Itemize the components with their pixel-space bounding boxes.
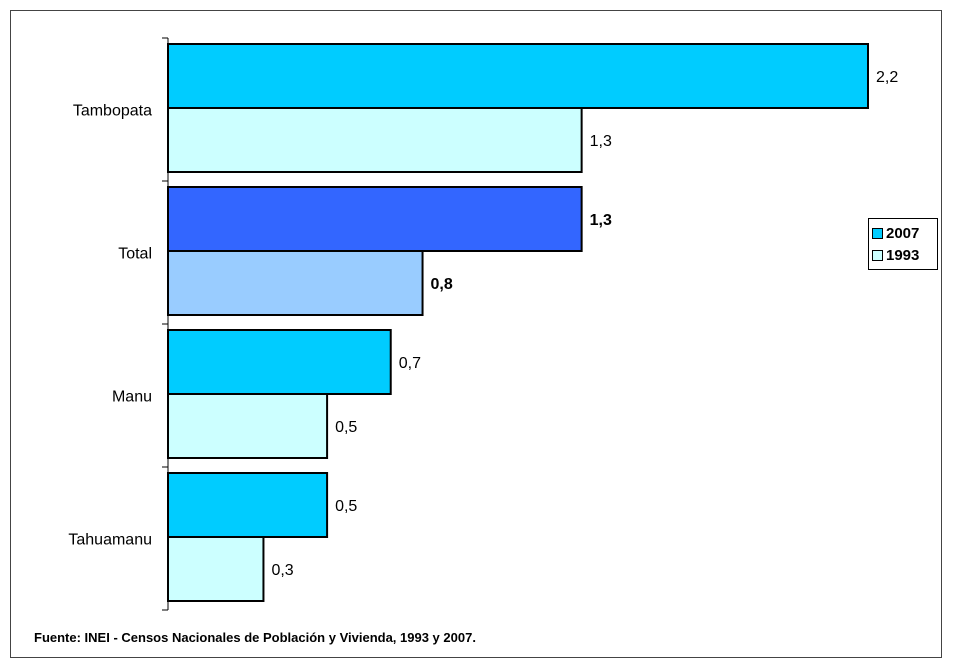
- category-label: Tambopata: [73, 103, 152, 120]
- data-label: 0,3: [271, 562, 293, 579]
- bar-2007: [167, 472, 329, 538]
- source-note: Fuente: INEI - Censos Nacionales de Pobl…: [34, 630, 476, 645]
- bar-2007: [167, 43, 869, 109]
- legend: 2007 1993: [868, 218, 938, 270]
- bar-2007: [167, 329, 392, 395]
- data-label: 2,2: [876, 69, 898, 86]
- bar-1993: [167, 107, 583, 173]
- data-label: 1,3: [590, 212, 612, 229]
- category-label: Total: [118, 246, 152, 263]
- bar-1993: [167, 536, 265, 602]
- legend-label-2007: 2007: [886, 224, 920, 242]
- data-label: 0,8: [431, 276, 453, 293]
- legend-item-1993: 1993: [872, 244, 937, 266]
- legend-label-1993: 1993: [886, 246, 920, 264]
- category-label: Tahuamanu: [68, 532, 152, 549]
- data-label: 0,7: [399, 355, 421, 372]
- bar-1993: [167, 393, 329, 459]
- bar-2007: [167, 186, 583, 252]
- category-label: Manu: [112, 389, 152, 406]
- data-label: 1,3: [590, 133, 612, 150]
- bar-1993: [167, 250, 424, 316]
- legend-swatch-2007: [872, 227, 883, 239]
- data-label: 0,5: [335, 419, 357, 436]
- legend-item-2007: 2007: [872, 222, 937, 244]
- legend-swatch-1993: [872, 249, 883, 261]
- data-label: 0,5: [335, 498, 357, 515]
